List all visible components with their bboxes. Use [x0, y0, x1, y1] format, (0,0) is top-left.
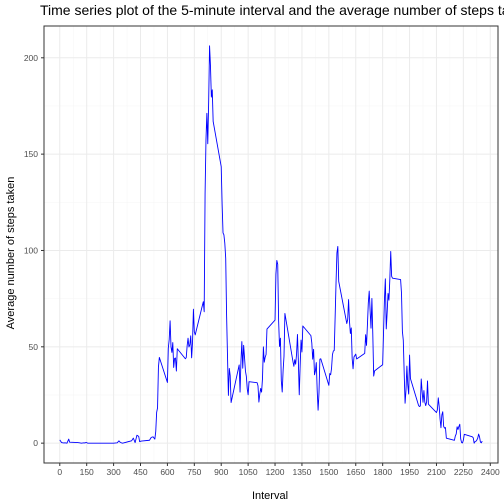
- x-tick-label: 1050: [239, 467, 258, 477]
- x-tick-label: 1500: [319, 467, 338, 477]
- x-axis-title: Interval: [252, 490, 288, 502]
- x-tick-label: 2400: [481, 467, 500, 477]
- y-tick-label: 100: [24, 245, 38, 255]
- x-tick-label: 2250: [454, 467, 473, 477]
- panel-border: [43, 25, 499, 464]
- x-tick-label: 1650: [346, 467, 365, 477]
- x-tick-label: 900: [214, 467, 228, 477]
- y-axis-title: Average number of steps taken: [5, 177, 17, 330]
- chart-title: Time series plot of the 5-minute interva…: [40, 2, 504, 18]
- y-tick-label: 150: [24, 149, 38, 159]
- x-tick-label: 0: [57, 467, 62, 477]
- x-tick-label: 1800: [373, 467, 392, 477]
- x-tick-label: 1200: [266, 467, 285, 477]
- x-tick-label: 150: [80, 467, 94, 477]
- x-tick-label: 750: [187, 467, 201, 477]
- x-tick-label: 1350: [292, 467, 311, 477]
- x-tick-label: 600: [160, 467, 174, 477]
- series-line: [59, 45, 483, 444]
- x-tick-label: 2100: [427, 467, 446, 477]
- panel-background: [44, 26, 498, 463]
- y-tick-label: 50: [29, 342, 39, 352]
- major-gridlines: [44, 26, 498, 463]
- x-tick-label: 1950: [400, 467, 419, 477]
- plot-panel: [43, 25, 499, 464]
- x-axis: 0 150 300 450 600 750 900 1050 1200 1350 1500 1650 1…: [57, 463, 500, 477]
- y-tick-label: 0: [33, 438, 38, 448]
- x-tick-label: 300: [107, 467, 121, 477]
- x-tick-label: 450: [133, 467, 147, 477]
- y-axis: 0 50 100 150 200: [24, 53, 44, 448]
- y-tick-label: 200: [24, 53, 38, 63]
- minor-gridlines: [44, 26, 498, 463]
